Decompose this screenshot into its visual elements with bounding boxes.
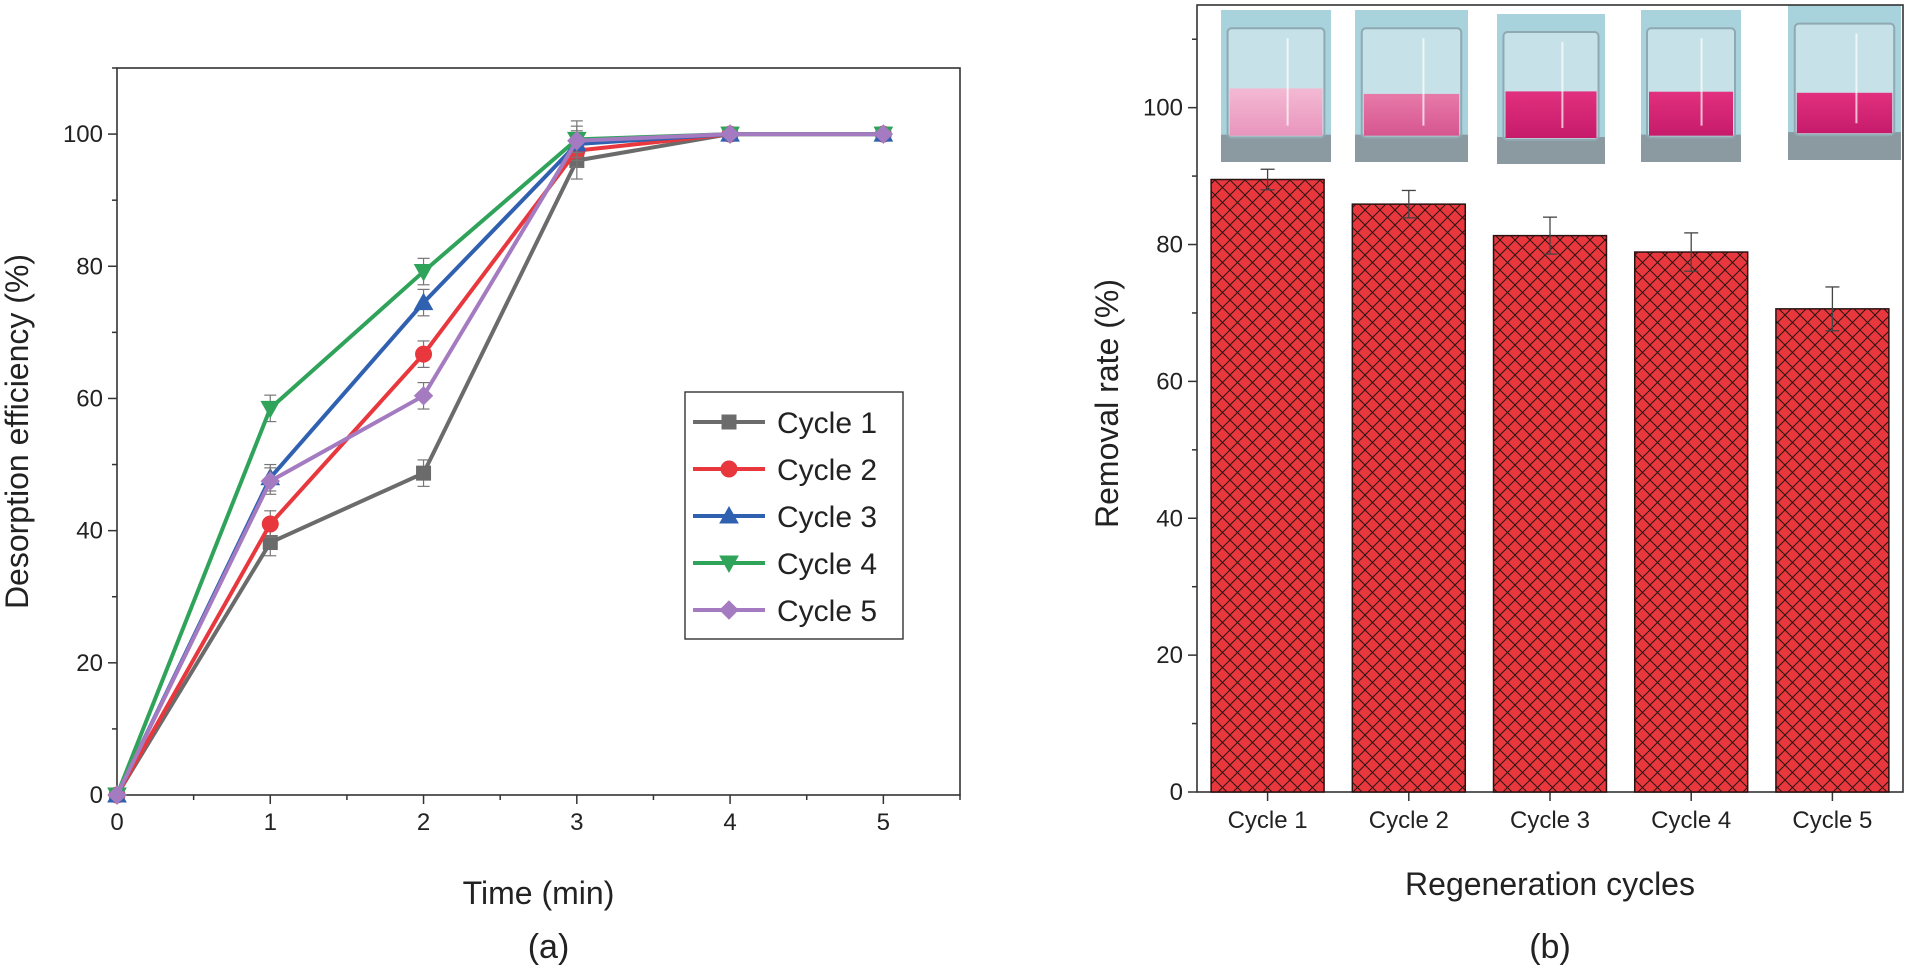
y-tick-label: 40 (76, 518, 103, 545)
x-tick-label: 5 (877, 809, 890, 836)
bar (1351, 203, 1467, 793)
data-point (413, 292, 434, 311)
panel-a-series (107, 120, 894, 806)
beaker-liquid (1505, 91, 1597, 138)
photo-table (1641, 134, 1741, 162)
data-point (720, 124, 740, 144)
data-point (261, 515, 279, 533)
bar (1210, 178, 1325, 793)
x-tick-label: 1 (264, 809, 277, 836)
panel-b-x-axis-title: Regeneration cycles (1405, 866, 1695, 902)
y-tick-label: 0 (1170, 779, 1183, 806)
series-line (115, 132, 884, 796)
photo-table (1355, 134, 1468, 162)
bar (1492, 234, 1608, 793)
x-tick-label: 2 (417, 809, 430, 836)
y-tick-label: 100 (1143, 95, 1183, 122)
data-point (415, 345, 433, 363)
beaker-liquid (1363, 93, 1460, 136)
y-tick-label: 20 (76, 650, 103, 677)
beaker-photo (1355, 10, 1468, 162)
panel-b-label: (b) (1529, 928, 1571, 966)
panel-a-ticks: 0 1 2 3 4 5 0 20 40 60 80 100 (63, 67, 961, 836)
beaker-photo (1788, 5, 1901, 160)
x-tick-label: Cycle 3 (1510, 807, 1590, 834)
beaker-liquid (1649, 91, 1733, 136)
data-point (413, 386, 434, 406)
data-point (873, 124, 894, 144)
data-point (416, 465, 432, 481)
legend-entry-label: Cycle 5 (777, 595, 877, 628)
photo-table (1788, 132, 1901, 160)
panel-a-y-axis-title: Desorption efficiency (%) (0, 254, 35, 609)
x-tick-label: 0 (110, 809, 123, 836)
x-tick-label: Cycle 5 (1792, 807, 1872, 834)
x-tick-label: Cycle 4 (1651, 807, 1731, 834)
x-tick-label: 3 (570, 809, 583, 836)
data-point (260, 471, 280, 491)
beaker-photo (1641, 10, 1741, 162)
series-5 (107, 120, 894, 805)
panel-a-legend: Cycle 1 Cycle 2 Cycle 3 Cycle 4 Cycle 5 (684, 391, 904, 640)
panel-a-plot-frame (116, 67, 961, 796)
y-tick-label: 40 (1156, 505, 1183, 532)
legend-entry-label: Cycle 1 (777, 407, 877, 440)
y-tick-label: 80 (76, 253, 103, 280)
beaker-photo (1497, 14, 1605, 164)
legend-swatch-marker (720, 460, 738, 478)
data-point (107, 785, 127, 805)
panel-b-bars (1210, 168, 1890, 793)
data-point (567, 130, 587, 151)
x-tick-label: 4 (723, 809, 736, 836)
panel-a-line-chart: 0 1 2 3 4 5 0 20 40 60 80 100 Time (min) Desorption… (0, 67, 961, 966)
y-tick-label: 60 (1156, 368, 1183, 395)
y-tick-label: 60 (76, 385, 103, 412)
legend-entry-label: Cycle 2 (777, 454, 877, 487)
photo-table (1497, 137, 1605, 164)
legend-swatch-marker (721, 414, 737, 430)
legend-swatch-marker (719, 555, 739, 574)
panel-b-ticks: 0 20 40 60 80 100 Cycle 1 Cycle 2 Cycle 3 Cycle 4… (1143, 38, 1872, 834)
photo-table (1221, 134, 1331, 162)
beaker-photos (1221, 5, 1901, 164)
data-point (260, 400, 281, 419)
legend-entry-label: Cycle 4 (777, 548, 877, 581)
x-tick-label: Cycle 2 (1369, 807, 1449, 834)
beaker-photo (1221, 10, 1331, 162)
panel-a-x-axis-title: Time (min) (463, 875, 615, 911)
y-tick-label: 20 (1156, 642, 1183, 669)
legend-swatch-marker (719, 600, 739, 620)
x-tick-label: Cycle 1 (1228, 807, 1308, 834)
legend-entry-label: Cycle 3 (777, 501, 877, 534)
legend-swatch-marker (719, 505, 739, 524)
panel-a-label: (a) (528, 928, 570, 966)
beaker-liquid (1796, 92, 1893, 134)
y-tick-label: 80 (1156, 232, 1183, 259)
data-point (413, 264, 434, 282)
y-tick-label: 0 (90, 782, 103, 809)
panel-b-bar-chart: 0 20 40 60 80 100 Cycle 1 Cycle 2 Cycle 3 Cycle 4… (1089, 4, 1904, 966)
panel-b-y-axis-title: Removal rate (%) (1089, 279, 1125, 528)
y-tick-label: 100 (63, 121, 103, 148)
beaker-liquid (1229, 88, 1323, 136)
bar (1775, 308, 1890, 793)
bar (1633, 251, 1749, 793)
